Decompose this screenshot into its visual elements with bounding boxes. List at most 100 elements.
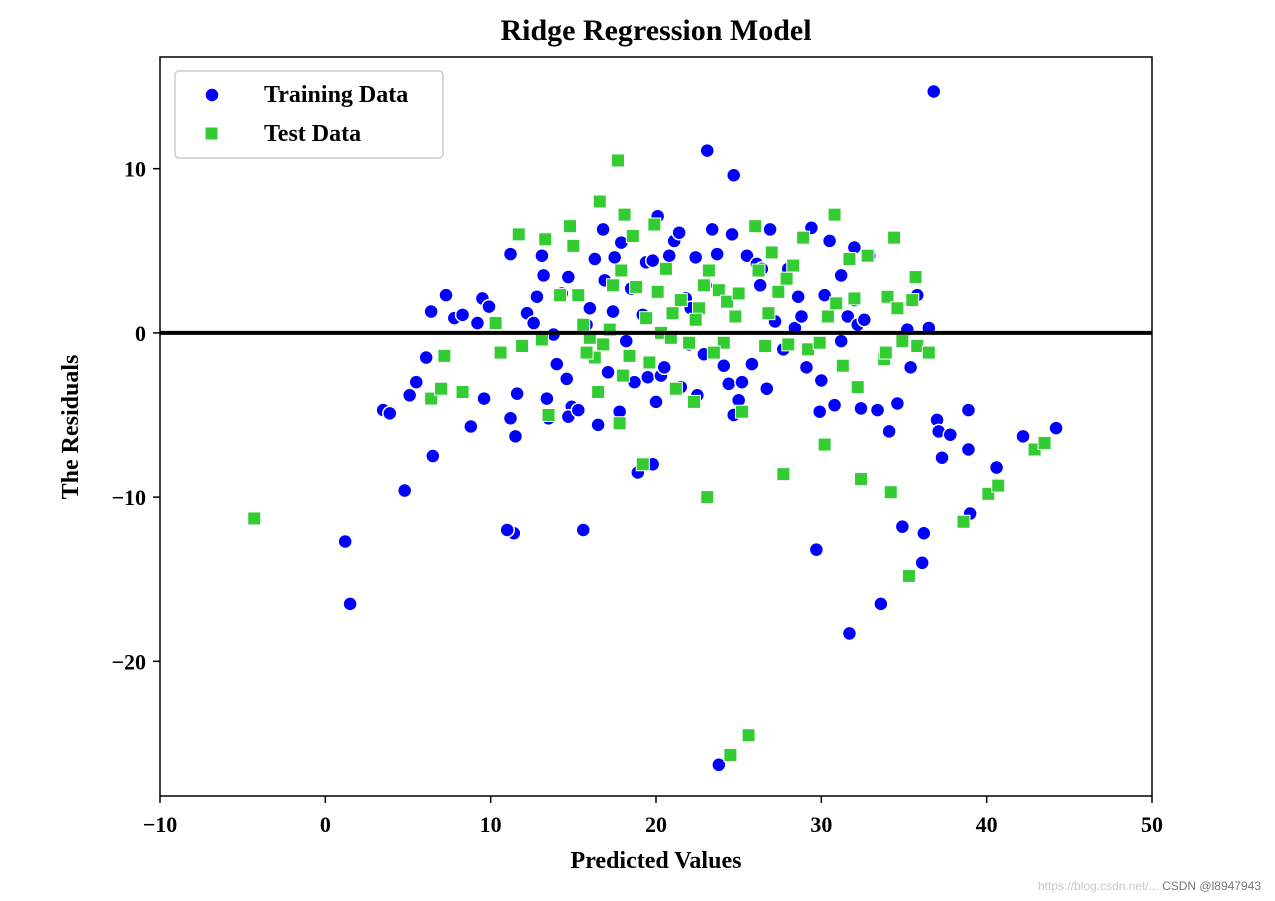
test-point [625,229,640,244]
training-point [704,221,720,238]
test-point [887,230,902,245]
training-point [454,307,471,323]
plot-background [160,57,1152,796]
training-point [639,369,656,385]
training-point [507,428,524,445]
test-point [847,291,862,306]
x-tick-label: 20 [645,812,667,837]
test-point [991,478,1006,493]
test-point [835,358,850,373]
test-point [434,381,449,396]
test-point [908,270,923,285]
training-point [687,249,704,266]
training-point [535,267,552,284]
test-point [566,238,581,253]
test-point [720,294,735,309]
test-point [437,348,452,363]
test-point [668,381,683,396]
training-point [889,395,906,412]
training-point [798,359,815,376]
test-point [820,309,835,324]
training-point [916,525,932,541]
training-point [587,251,603,267]
training-point [739,247,755,264]
test-point [682,335,697,350]
test-point [880,289,895,304]
training-point [821,233,838,249]
test-point [553,288,568,303]
test-point [801,342,816,357]
test-point [711,283,726,298]
training-point [752,277,768,294]
watermark-blog-url: https://blog.csdn.net/... [1038,879,1159,893]
test-point [538,232,553,247]
training-point [418,349,434,366]
training-point [960,441,977,458]
training-point [618,333,634,349]
training-point [425,448,441,464]
training-point [525,315,542,331]
test-point [741,728,756,743]
x-axis-label: Predicted Values [571,848,742,874]
series-test [247,153,1052,762]
test-point [817,437,832,452]
test-point [642,355,657,370]
training-point [539,390,555,407]
training-point [476,390,492,407]
training-point [509,385,525,402]
training-point [902,359,919,376]
training-point [988,459,1005,476]
series-layer [247,83,1064,773]
training-point [914,555,930,571]
test-point [786,258,801,273]
y-axis-label: The Residuals [58,355,84,500]
y-tick-label: 0 [135,321,146,346]
test-point [534,332,549,347]
test-point [812,335,827,350]
training-point [716,357,732,374]
training-point [644,252,661,269]
test-point [764,245,779,260]
test-point [511,227,526,242]
training-point [499,522,515,538]
test-point [665,306,680,321]
y-tick-label: −20 [111,649,146,674]
test-point [617,207,632,222]
test-point [779,271,794,286]
test-point [771,284,786,299]
test-point [776,467,791,482]
test-point [1037,435,1052,450]
test-point [247,511,262,526]
training-point [1048,420,1064,436]
training-point [762,221,778,238]
test-point [622,348,637,363]
training-point [734,374,750,390]
training-point [549,356,565,372]
test-point [629,279,644,294]
test-point [571,288,586,303]
test-point [901,568,916,583]
test-point [921,345,936,360]
legend-marker-training [204,87,220,103]
training-point [856,312,873,328]
test-point [734,404,749,419]
training-point [725,167,742,183]
training-point [926,83,942,100]
training-point [840,308,856,325]
x-tick-label: 10 [480,812,502,837]
training-point [575,522,592,538]
training-point [833,267,849,284]
test-point [956,514,971,529]
test-point [650,284,665,299]
test-point [796,230,811,245]
test-point [781,337,796,352]
chart-title: Ridge Regression Model [500,14,811,47]
test-point [751,263,766,278]
training-point [469,315,486,331]
test-point [639,311,654,326]
training-point [744,356,760,372]
test-point [658,261,673,276]
test-point [748,219,763,234]
test-point [610,153,625,168]
training-point [699,142,716,159]
